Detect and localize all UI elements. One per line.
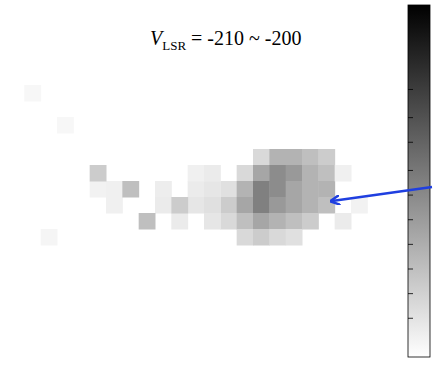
svg-text:VLSR = -210 ~ -200: VLSR = -210 ~ -200 (150, 27, 301, 53)
